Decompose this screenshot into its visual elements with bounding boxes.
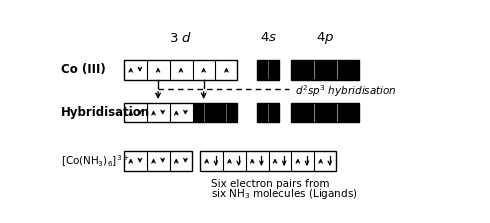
Text: Six electron pairs from: Six electron pairs from: [211, 179, 330, 189]
Bar: [200, 151, 336, 171]
Bar: [124, 60, 238, 80]
Bar: [257, 60, 279, 80]
Bar: [257, 103, 279, 122]
Bar: [292, 60, 359, 80]
Bar: [124, 103, 238, 122]
Bar: [216, 103, 238, 122]
Text: [Co(NH$_3$)$_6$]$^{3+}$: [Co(NH$_3$)$_6$]$^{3+}$: [61, 153, 130, 169]
Text: Hybridisation: Hybridisation: [61, 106, 150, 119]
Text: 4$p$: 4$p$: [316, 30, 334, 46]
Text: 3 $d$: 3 $d$: [170, 31, 193, 45]
Bar: [193, 103, 215, 122]
Bar: [292, 103, 359, 122]
Text: six NH$_3$ molecules (Ligands): six NH$_3$ molecules (Ligands): [211, 187, 358, 201]
Bar: [124, 151, 192, 171]
Text: 4$s$: 4$s$: [260, 31, 277, 44]
Text: Co (III): Co (III): [61, 63, 106, 76]
Text: $d^2sp^3$ hybridisation: $d^2sp^3$ hybridisation: [295, 83, 396, 99]
